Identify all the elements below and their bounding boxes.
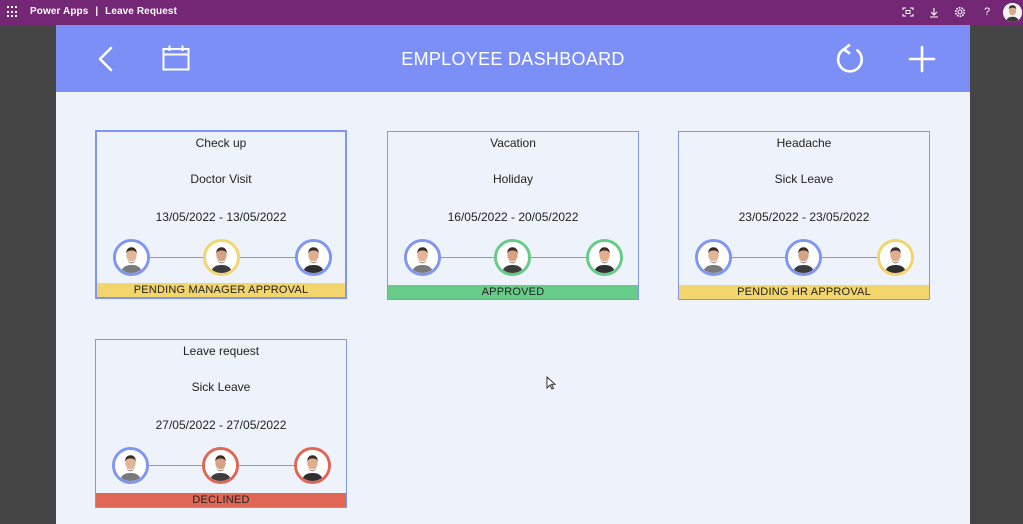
request-title: Leave request: [182, 344, 260, 358]
leave-request-card[interactable]: Check up Doctor Visit 13/05/2022 - 13/05/2…: [95, 130, 347, 299]
fit-screen-icon[interactable]: [900, 4, 916, 20]
request-title: Headache: [776, 136, 832, 150]
power-apps-topbar: Power Apps | Leave Request ?: [0, 0, 1023, 25]
request-title: Check up: [195, 136, 247, 150]
approver-avatar: [586, 239, 623, 276]
approver-avatar: [112, 447, 149, 484]
status-banner: PENDING HR APPROVAL: [679, 285, 929, 299]
approver-avatar: [404, 239, 441, 276]
approver-avatar: [785, 239, 822, 276]
leave-dates: 27/05/2022 - 27/05/2022: [155, 418, 287, 432]
approver-avatar: [113, 239, 150, 276]
back-icon[interactable]: [90, 41, 126, 77]
mouse-cursor: [546, 375, 557, 390]
document-name: Leave Request: [105, 6, 177, 17]
leave-dates: 23/05/2022 - 23/05/2022: [738, 210, 870, 224]
leave-type: Holiday: [492, 172, 534, 186]
approver-avatar: [295, 239, 332, 276]
title-separator: |: [95, 6, 99, 17]
user-avatar[interactable]: [1003, 3, 1022, 22]
refresh-icon[interactable]: [832, 41, 868, 77]
app-launcher-icon[interactable]: [7, 6, 19, 18]
leave-type: Doctor Visit: [190, 172, 252, 186]
status-banner: APPROVED: [388, 285, 638, 299]
leave-dates: 13/05/2022 - 13/05/2022: [155, 210, 287, 224]
download-icon[interactable]: [926, 4, 942, 20]
app-name: Power Apps: [30, 6, 89, 17]
approver-avatar: [203, 239, 240, 276]
leave-type: Sick Leave: [774, 172, 834, 186]
leave-request-card[interactable]: Leave request Sick Leave 27/05/2022 - 27/0…: [95, 339, 347, 508]
approver-avatar: [877, 239, 914, 276]
page-title: EMPLOYEE DASHBOARD: [401, 49, 625, 69]
leave-request-card[interactable]: Headache Sick Leave 23/05/2022 - 23/05/202…: [678, 131, 930, 300]
status-banner: PENDING MANAGER APPROVAL: [97, 283, 345, 297]
add-icon[interactable]: [904, 41, 940, 77]
leave-dates: 16/05/2022 - 20/05/2022: [447, 210, 579, 224]
help-icon[interactable]: ?: [983, 6, 991, 18]
settings-icon[interactable]: [952, 4, 968, 20]
calendar-icon[interactable]: [158, 41, 194, 77]
approver-avatar: [695, 239, 732, 276]
app-canvas: EMPLOYEE DASHBOARD Check up Doctor Visit 1…: [56, 25, 970, 524]
leave-request-card[interactable]: Vacation Holiday 16/05/2022 - 20/05/2022 AP…: [387, 131, 639, 300]
request-title: Vacation: [490, 136, 536, 150]
status-banner: DECLINED: [96, 493, 346, 507]
approver-avatar: [294, 447, 331, 484]
approver-avatar: [202, 447, 239, 484]
dashboard-header: EMPLOYEE DASHBOARD: [56, 25, 970, 92]
leave-type: Sick Leave: [191, 380, 251, 394]
app-title: Power Apps | Leave Request: [30, 6, 177, 17]
approver-avatar: [494, 239, 531, 276]
